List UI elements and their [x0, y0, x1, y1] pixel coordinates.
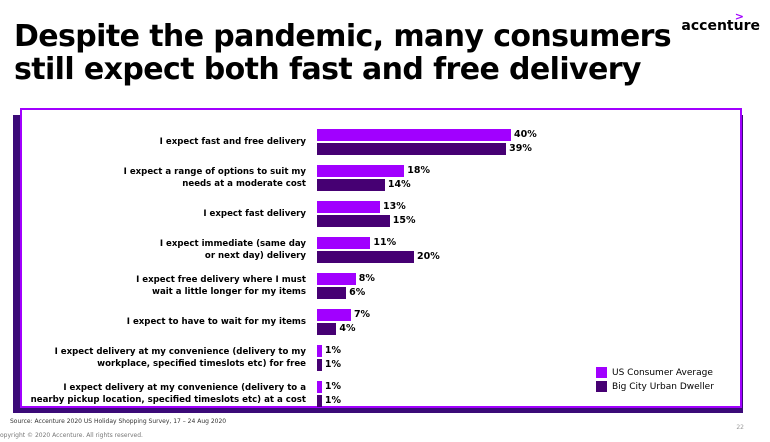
accenture-logo: > accenture — [681, 10, 760, 34]
data-label: 20% — [417, 251, 440, 262]
category-label: I expect delivery at my convenience (del… — [26, 346, 306, 370]
category-label-line: nearby pickup location, specified timesl… — [30, 395, 306, 405]
bar-urban-dweller — [317, 143, 507, 155]
category-label: I expect fast delivery — [26, 208, 306, 220]
bar-us-average — [317, 201, 381, 213]
category-label-line: I expect a range of options to suit my — [123, 167, 306, 177]
bar-us-average — [317, 309, 351, 321]
data-label: 39% — [509, 143, 532, 154]
legend-swatch-urban-dweller — [596, 381, 607, 392]
title-line-2: still expect both fast and free delivery — [14, 52, 641, 87]
bar-urban-dweller — [317, 287, 347, 299]
bar-urban-dweller — [317, 215, 390, 227]
chart-legend: US Consumer Average Big City Urban Dwell… — [596, 367, 714, 395]
category-label-line: I expect free delivery where I must — [136, 275, 306, 285]
legend-item-urban-dweller: Big City Urban Dweller — [596, 381, 714, 392]
legend-label-us-average: US Consumer Average — [612, 367, 713, 378]
bar-urban-dweller — [317, 179, 385, 191]
bar-us-average — [317, 129, 511, 141]
category-label: I expect immediate (same day or next day)… — [26, 238, 306, 262]
category-label-line: I expect fast and free delivery — [159, 137, 306, 147]
data-label: 13% — [383, 201, 406, 212]
data-label: 1% — [324, 381, 341, 392]
data-label: 18% — [407, 165, 431, 176]
category-label-line: I expect delivery at my convenience (del… — [63, 383, 306, 393]
bar-urban-dweller — [317, 251, 414, 263]
data-label: 7% — [353, 309, 371, 320]
source-note: Source: Accenture 2020 US Holiday Shoppi… — [10, 418, 227, 425]
legend-swatch-us-average — [596, 367, 607, 378]
data-label: 8% — [358, 273, 375, 284]
bar-urban-dweller — [317, 395, 322, 407]
bar-us-average — [317, 165, 405, 177]
page-title: Despite the pandemic, many consumers sti… — [14, 20, 694, 86]
title-line-1: Despite the pandemic, many consumers — [14, 19, 672, 54]
category-label-line: wait a little longer for my items — [152, 287, 306, 297]
category-label-line: workplace, specified timeslots etc) for … — [97, 359, 306, 369]
bar-us-average — [317, 381, 322, 393]
data-label: 1% — [324, 395, 341, 406]
data-label: 6% — [349, 287, 366, 298]
copyright-note: opyright © 2020 Accenture. All rights re… — [0, 432, 143, 439]
category-label: I expect fast and free delivery — [26, 136, 306, 148]
category-label-line: I expect delivery at my convenience (del… — [54, 347, 306, 357]
logo-text: accenture — [681, 18, 760, 34]
category-label-line: or next day) delivery — [204, 251, 306, 261]
logo-chevron-icon: > — [734, 10, 744, 23]
page-number: 22 — [736, 424, 744, 431]
legend-label-urban-dweller: Big City Urban Dweller — [612, 381, 714, 392]
bar-us-average — [317, 237, 371, 249]
bar-us-average — [317, 273, 356, 285]
bar-us-average — [317, 345, 322, 357]
data-label: 14% — [387, 179, 411, 190]
legend-item-us-average: US Consumer Average — [596, 367, 714, 378]
data-label: 40% — [514, 129, 537, 140]
category-label: I expect free delivery where I must wait … — [26, 274, 306, 298]
category-label: I expect delivery at my convenience (del… — [26, 382, 306, 406]
bar-urban-dweller — [317, 359, 322, 371]
category-label-line: I expect to have to wait for my items — [126, 317, 306, 327]
bar-urban-dweller — [317, 323, 337, 335]
category-label-line: I expect immediate (same day — [159, 239, 306, 249]
category-label-line: needs at a moderate cost — [182, 179, 306, 189]
data-label: 11% — [373, 237, 397, 248]
data-label: 1% — [324, 345, 341, 356]
category-label: I expect to have to wait for my items — [26, 316, 306, 328]
category-label: I expect a range of options to suit my ne… — [26, 166, 306, 190]
data-label: 4% — [339, 323, 356, 334]
data-label: 15% — [392, 215, 416, 226]
data-label: 1% — [324, 359, 341, 370]
category-label-line: I expect fast delivery — [203, 209, 306, 219]
